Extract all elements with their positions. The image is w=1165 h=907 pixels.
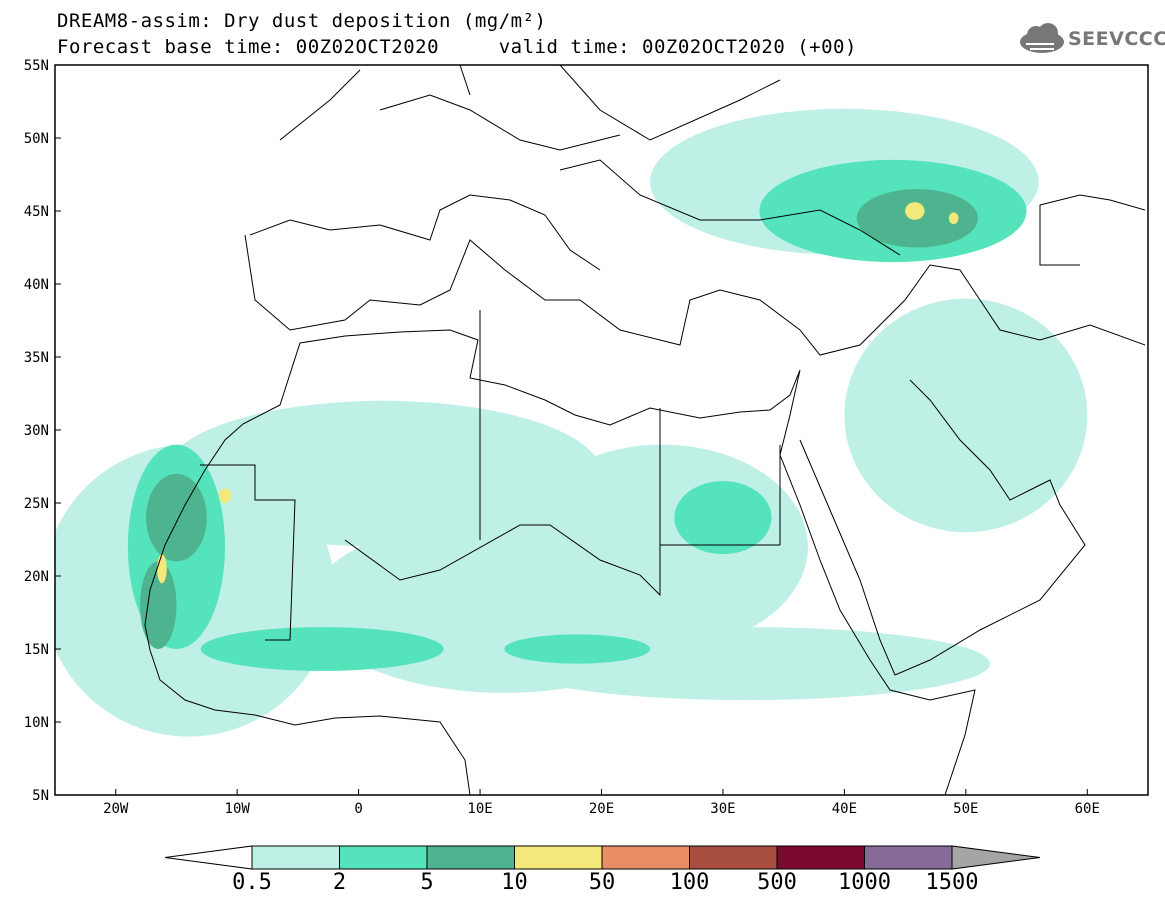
coastline-europe [244, 159, 1146, 356]
colorbar-segment [864, 845, 953, 870]
coastline-north-europe [279, 65, 781, 151]
dust-region-level-0 [844, 298, 1088, 533]
dust-field-layer [55, 108, 1088, 737]
colorbar-label: 1500 [925, 870, 979, 895]
dust-region-level-3 [905, 202, 925, 220]
dust-region-level-2 [146, 473, 207, 562]
lat-tick-label: 45N [24, 204, 49, 220]
lat-tick-label: 55N [24, 58, 49, 74]
dust-region-level-3 [218, 488, 232, 504]
seevccc-logo: SEEVCCC [1016, 22, 1165, 58]
border-caspian [1039, 194, 1146, 266]
colorbar-over-triangle [951, 845, 1041, 870]
lon-tick-label: 10E [467, 801, 492, 817]
forecast-time-subtitle: Forecast base time: 00Z02OCT2020 valid t… [57, 36, 857, 58]
logo-text: SEEVCCC [1068, 28, 1165, 50]
colorbar-label: 0.5 [232, 870, 272, 895]
lon-tick-label: 30E [710, 801, 735, 817]
lon-tick-label: 60E [1075, 801, 1100, 817]
dust-region-level-3 [157, 554, 167, 584]
colorbar-segment [514, 845, 603, 870]
colorbar-under-triangle [164, 845, 253, 870]
lon-tick-label: 40E [832, 801, 857, 817]
colorbar-segment [601, 845, 690, 870]
lon-tick-label: 10W [225, 801, 251, 817]
coastline-arabia [799, 379, 1086, 676]
lat-tick-label: 30N [24, 423, 49, 439]
colorbar-label: 100 [669, 870, 710, 895]
dust-region-level-1 [200, 627, 444, 671]
colorbar-segment [251, 845, 340, 870]
colorbar-label: 10 [501, 870, 528, 895]
dust-region-level-3 [948, 212, 959, 225]
cloud-logo-icon [1020, 23, 1064, 53]
colorbar-label: 2 [332, 870, 347, 895]
colorbar-segment [776, 845, 865, 870]
colorbar [164, 845, 1041, 870]
lat-tick-label: 5N [32, 788, 49, 804]
lon-tick-label: 0 [354, 801, 362, 817]
colorbar-label: 1000 [838, 870, 891, 895]
colorbar-label: 5 [420, 870, 434, 895]
colorbar-label: 500 [757, 870, 797, 895]
map-title: DREAM8-assim: Dry dust deposition (mg/m²… [57, 10, 547, 32]
dust-region-level-0 [516, 444, 808, 649]
border-sahara [200, 310, 781, 641]
lat-tick-label: 35N [24, 350, 49, 366]
colorbar-label: 50 [588, 870, 616, 895]
coastline-africa [144, 329, 976, 795]
dust-region-level-2 [140, 561, 177, 649]
lon-tick-label: 20W [103, 801, 129, 817]
coastline-layer [144, 65, 1146, 795]
dust-region-level-0 [164, 400, 602, 547]
lon-tick-label: 50E [953, 801, 978, 817]
lon-tick-label: 20E [589, 801, 614, 817]
dust-region-level-1 [674, 481, 772, 555]
lat-tick-label: 50N [24, 131, 49, 147]
colorbar-segment [339, 845, 428, 870]
lat-tick-label: 10N [24, 715, 49, 731]
axis-labels: 20W 10W 0 10E 20E 30E 40E 50E 60E 55N 50N 45N 40N 35N… [24, 58, 1100, 817]
dust-region-level-1 [504, 634, 651, 664]
lat-tick-label: 40N [24, 277, 49, 293]
lat-tick-label: 25N [24, 496, 49, 512]
colorbar-segment [426, 845, 515, 870]
lat-tick-label: 15N [24, 642, 49, 658]
lat-tick-label: 20N [24, 569, 49, 585]
colorbar-segment [689, 845, 778, 870]
